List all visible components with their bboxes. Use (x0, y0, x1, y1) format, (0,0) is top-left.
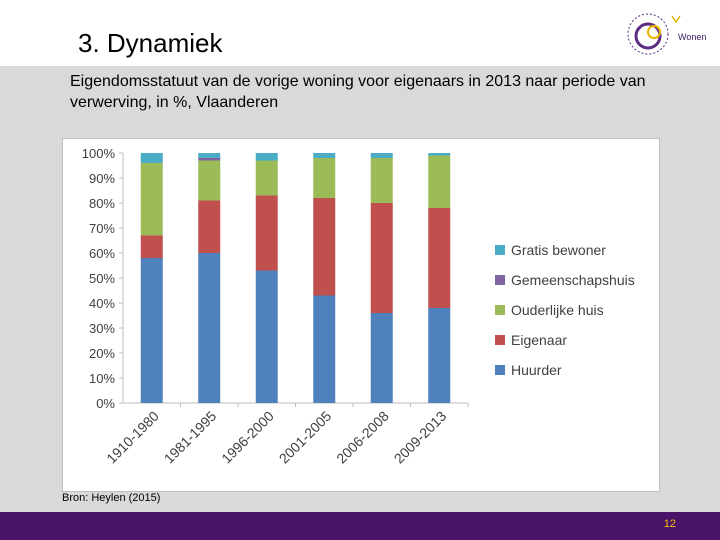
stacked-bar-chart: 0% 10% 20% 30% 40% 50% 60% 70% 80% 90% 100% 1910-19… (82, 146, 635, 467)
x-category-label: 1996-2000 (218, 408, 277, 467)
y-tick-label: 20% (89, 346, 115, 361)
bar-segment-huurder (198, 253, 221, 403)
slide-title: 3. Dynamiek (78, 28, 223, 58)
chart-container: 0% 10% 20% 30% 40% 50% 60% 70% 80% 90% 100% 1910-19… (62, 138, 660, 492)
y-tick-label: 80% (89, 196, 115, 211)
bar-segment-eigenaar (428, 208, 451, 308)
bar-segment-huurder (255, 270, 278, 403)
legend-label: Eigenaar (511, 332, 567, 348)
y-tick-label: 10% (89, 371, 115, 386)
y-tick-label: 70% (89, 221, 115, 236)
y-tick-label: 40% (89, 296, 115, 311)
bar-segment-eigenaar (198, 200, 221, 253)
legend-swatch (495, 245, 505, 255)
bar-segment-gemeenschapshuis (198, 158, 221, 161)
bar-segment-eigenaar (140, 235, 163, 258)
legend-swatch (495, 335, 505, 345)
wonen-logo-graphic: Wonen (627, 13, 706, 55)
source-note: Bron: Heylen (2015) (62, 492, 161, 504)
footer-bar: 12 (0, 512, 720, 540)
bar-segment-gratis-bewoner (255, 153, 278, 161)
bar-segment-huurder (428, 308, 451, 403)
y-tick-label: 30% (89, 321, 115, 336)
bar-segment-gratis-bewoner (198, 153, 221, 158)
legend-swatch (495, 305, 505, 315)
bar-segment-huurder (140, 258, 163, 403)
bar-segment-eigenaar (313, 198, 336, 296)
y-tick-label: 100% (82, 146, 116, 161)
x-category-label: 1910-1980 (103, 408, 162, 467)
wonen-logo: Wonen (620, 6, 712, 62)
bar-segment-huurder (313, 295, 336, 403)
legend-swatch (495, 275, 505, 285)
legend-swatch (495, 365, 505, 375)
bar-segment-ouderlijke-huis (428, 155, 451, 208)
x-category-label: 2001-2005 (276, 408, 335, 467)
bar-segment-ouderlijke-huis (255, 160, 278, 196)
legend-label: Gemeenschapshuis (511, 272, 635, 288)
bar-segment-eigenaar (370, 203, 393, 313)
bar-segment-ouderlijke-huis (198, 160, 221, 201)
bar-segment-gratis-bewoner (313, 153, 336, 158)
legend-label: Ouderlijke huis (511, 302, 604, 318)
bar-segment-gratis-bewoner (428, 153, 451, 156)
legend-label: Gratis bewoner (511, 242, 606, 258)
logo-text: Wonen (678, 32, 706, 42)
chart-subtitle: Eigendomsstatuut van de vorige woning vo… (70, 73, 646, 111)
bar-segment-ouderlijke-huis (313, 158, 336, 198)
y-tick-label: 50% (89, 271, 115, 286)
bar-segment-eigenaar (255, 195, 278, 271)
x-category-label: 1981-1995 (161, 408, 220, 467)
bar-segment-huurder (370, 313, 393, 403)
bar-segment-gratis-bewoner (370, 153, 393, 158)
x-category-label: 2009-2013 (391, 408, 450, 467)
y-tick-label: 0% (96, 396, 115, 411)
y-tick-label: 90% (89, 171, 115, 186)
legend-label: Huurder (511, 362, 562, 378)
bar-segment-ouderlijke-huis (370, 158, 393, 203)
page-number: 12 (663, 518, 676, 530)
bar-segment-gratis-bewoner (140, 153, 163, 163)
bar-segment-ouderlijke-huis (140, 163, 163, 236)
y-tick-label: 60% (89, 246, 115, 261)
x-category-label: 2006-2008 (333, 408, 392, 467)
